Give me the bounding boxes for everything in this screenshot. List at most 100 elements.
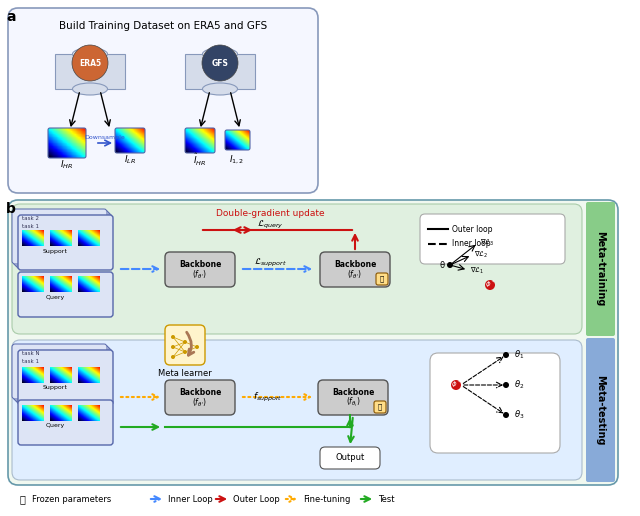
Text: Meta-testing: Meta-testing bbox=[595, 375, 605, 445]
Text: Query: Query bbox=[45, 296, 65, 300]
Text: Query: Query bbox=[45, 424, 65, 428]
Text: Backbone: Backbone bbox=[332, 388, 374, 397]
FancyBboxPatch shape bbox=[374, 401, 386, 413]
Text: Support: Support bbox=[43, 249, 67, 253]
Circle shape bbox=[183, 350, 187, 354]
Text: Output: Output bbox=[335, 454, 365, 462]
Ellipse shape bbox=[72, 83, 108, 95]
Text: $(f_{\theta^{\prime}})$: $(f_{\theta^{\prime}})$ bbox=[348, 268, 363, 281]
FancyBboxPatch shape bbox=[12, 204, 582, 334]
Text: Inner Loop: Inner Loop bbox=[168, 494, 212, 504]
Text: Outer Loop: Outer Loop bbox=[233, 494, 280, 504]
FancyBboxPatch shape bbox=[18, 215, 113, 270]
FancyBboxPatch shape bbox=[18, 272, 113, 317]
Text: a: a bbox=[6, 10, 15, 24]
Circle shape bbox=[503, 412, 509, 418]
Text: $f_{support}$: $f_{support}$ bbox=[253, 391, 283, 404]
Text: task 2: task 2 bbox=[22, 216, 39, 221]
Text: $\mathcal{L}_{query}$: $\mathcal{L}_{query}$ bbox=[257, 219, 284, 231]
Text: Backbone: Backbone bbox=[334, 260, 376, 269]
Text: Meta learner: Meta learner bbox=[158, 368, 212, 378]
Circle shape bbox=[72, 45, 108, 81]
FancyBboxPatch shape bbox=[165, 252, 235, 287]
Circle shape bbox=[202, 45, 238, 81]
FancyArrowPatch shape bbox=[187, 332, 194, 355]
Circle shape bbox=[171, 345, 175, 349]
FancyBboxPatch shape bbox=[12, 340, 582, 480]
Circle shape bbox=[447, 262, 453, 268]
Ellipse shape bbox=[72, 48, 108, 60]
Text: Fine-tuning: Fine-tuning bbox=[303, 494, 350, 504]
Ellipse shape bbox=[202, 48, 237, 60]
FancyBboxPatch shape bbox=[165, 380, 235, 415]
Text: 🔒: 🔒 bbox=[378, 404, 382, 410]
FancyBboxPatch shape bbox=[586, 338, 615, 482]
Circle shape bbox=[171, 355, 175, 359]
Text: $\nabla\mathcal{L}_2$: $\nabla\mathcal{L}_2$ bbox=[474, 250, 488, 260]
FancyBboxPatch shape bbox=[18, 400, 113, 445]
Text: GFS: GFS bbox=[212, 58, 228, 68]
Text: Test: Test bbox=[378, 494, 394, 504]
Text: $\phi^*$: $\phi^*$ bbox=[451, 379, 461, 391]
Text: Support: Support bbox=[43, 384, 67, 390]
FancyBboxPatch shape bbox=[12, 344, 107, 399]
Text: Downsample: Downsample bbox=[84, 136, 125, 140]
Circle shape bbox=[183, 340, 187, 344]
Text: $I_{HR}$: $I_{HR}$ bbox=[60, 159, 74, 171]
FancyBboxPatch shape bbox=[318, 380, 388, 415]
Text: $\theta_2$: $\theta_2$ bbox=[514, 379, 524, 391]
FancyBboxPatch shape bbox=[420, 214, 565, 264]
FancyBboxPatch shape bbox=[376, 273, 388, 285]
FancyBboxPatch shape bbox=[8, 200, 618, 485]
Text: ERA5: ERA5 bbox=[79, 58, 101, 68]
Text: $(f_{\theta_i})$: $(f_{\theta_i})$ bbox=[346, 396, 360, 409]
Text: Frozen parameters: Frozen parameters bbox=[32, 494, 111, 504]
Ellipse shape bbox=[202, 83, 237, 95]
FancyBboxPatch shape bbox=[16, 213, 111, 268]
FancyBboxPatch shape bbox=[12, 209, 107, 264]
Text: 🔒: 🔒 bbox=[19, 494, 25, 504]
Circle shape bbox=[195, 345, 199, 349]
Text: $(f_{\theta^{\prime}})$: $(f_{\theta^{\prime}})$ bbox=[193, 396, 207, 409]
FancyBboxPatch shape bbox=[14, 346, 109, 401]
FancyBboxPatch shape bbox=[14, 211, 109, 266]
FancyBboxPatch shape bbox=[55, 54, 125, 89]
Circle shape bbox=[485, 280, 495, 290]
Text: 🔒: 🔒 bbox=[380, 276, 384, 282]
Text: Backbone: Backbone bbox=[179, 260, 221, 269]
Text: Double-gradient update: Double-gradient update bbox=[216, 208, 324, 218]
Circle shape bbox=[503, 382, 509, 388]
Text: $I_{1,2}$: $I_{1,2}$ bbox=[229, 154, 244, 166]
FancyBboxPatch shape bbox=[430, 353, 560, 453]
Text: $\nabla\mathcal{L}_3$: $\nabla\mathcal{L}_3$ bbox=[480, 238, 494, 248]
Text: $\phi^*$: $\phi^*$ bbox=[485, 279, 495, 291]
Text: b: b bbox=[6, 202, 16, 216]
Text: $\hat{I}_{HR}$: $\hat{I}_{HR}$ bbox=[193, 152, 207, 168]
Text: Meta-training: Meta-training bbox=[595, 231, 605, 307]
Text: task 1: task 1 bbox=[22, 224, 39, 229]
FancyBboxPatch shape bbox=[8, 8, 318, 193]
Text: task N: task N bbox=[22, 351, 40, 356]
FancyBboxPatch shape bbox=[586, 202, 615, 336]
Circle shape bbox=[171, 335, 175, 339]
FancyBboxPatch shape bbox=[320, 447, 380, 469]
Text: Outer loop: Outer loop bbox=[452, 224, 493, 234]
FancyBboxPatch shape bbox=[18, 350, 113, 405]
FancyBboxPatch shape bbox=[165, 325, 205, 365]
FancyBboxPatch shape bbox=[16, 348, 111, 403]
Text: Inner loop: Inner loop bbox=[452, 239, 491, 249]
Text: $\theta_3$: $\theta_3$ bbox=[514, 409, 524, 421]
FancyBboxPatch shape bbox=[185, 54, 255, 89]
Text: $(f_{\theta^{\prime}})$: $(f_{\theta^{\prime}})$ bbox=[193, 268, 207, 281]
Text: Backbone: Backbone bbox=[179, 388, 221, 397]
Circle shape bbox=[451, 380, 461, 390]
Text: $\nabla\mathcal{L}_1$: $\nabla\mathcal{L}_1$ bbox=[470, 266, 484, 276]
Text: $I_{LR}$: $I_{LR}$ bbox=[124, 154, 136, 166]
FancyBboxPatch shape bbox=[320, 252, 390, 287]
Text: Build Training Dataset on ERA5 and GFS: Build Training Dataset on ERA5 and GFS bbox=[59, 21, 267, 31]
Circle shape bbox=[503, 352, 509, 358]
Text: $\theta_1$: $\theta_1$ bbox=[514, 349, 524, 361]
Text: task 1: task 1 bbox=[22, 359, 39, 364]
Text: $\mathcal{L}_{support}$: $\mathcal{L}_{support}$ bbox=[253, 257, 286, 269]
Text: θ: θ bbox=[440, 261, 445, 269]
